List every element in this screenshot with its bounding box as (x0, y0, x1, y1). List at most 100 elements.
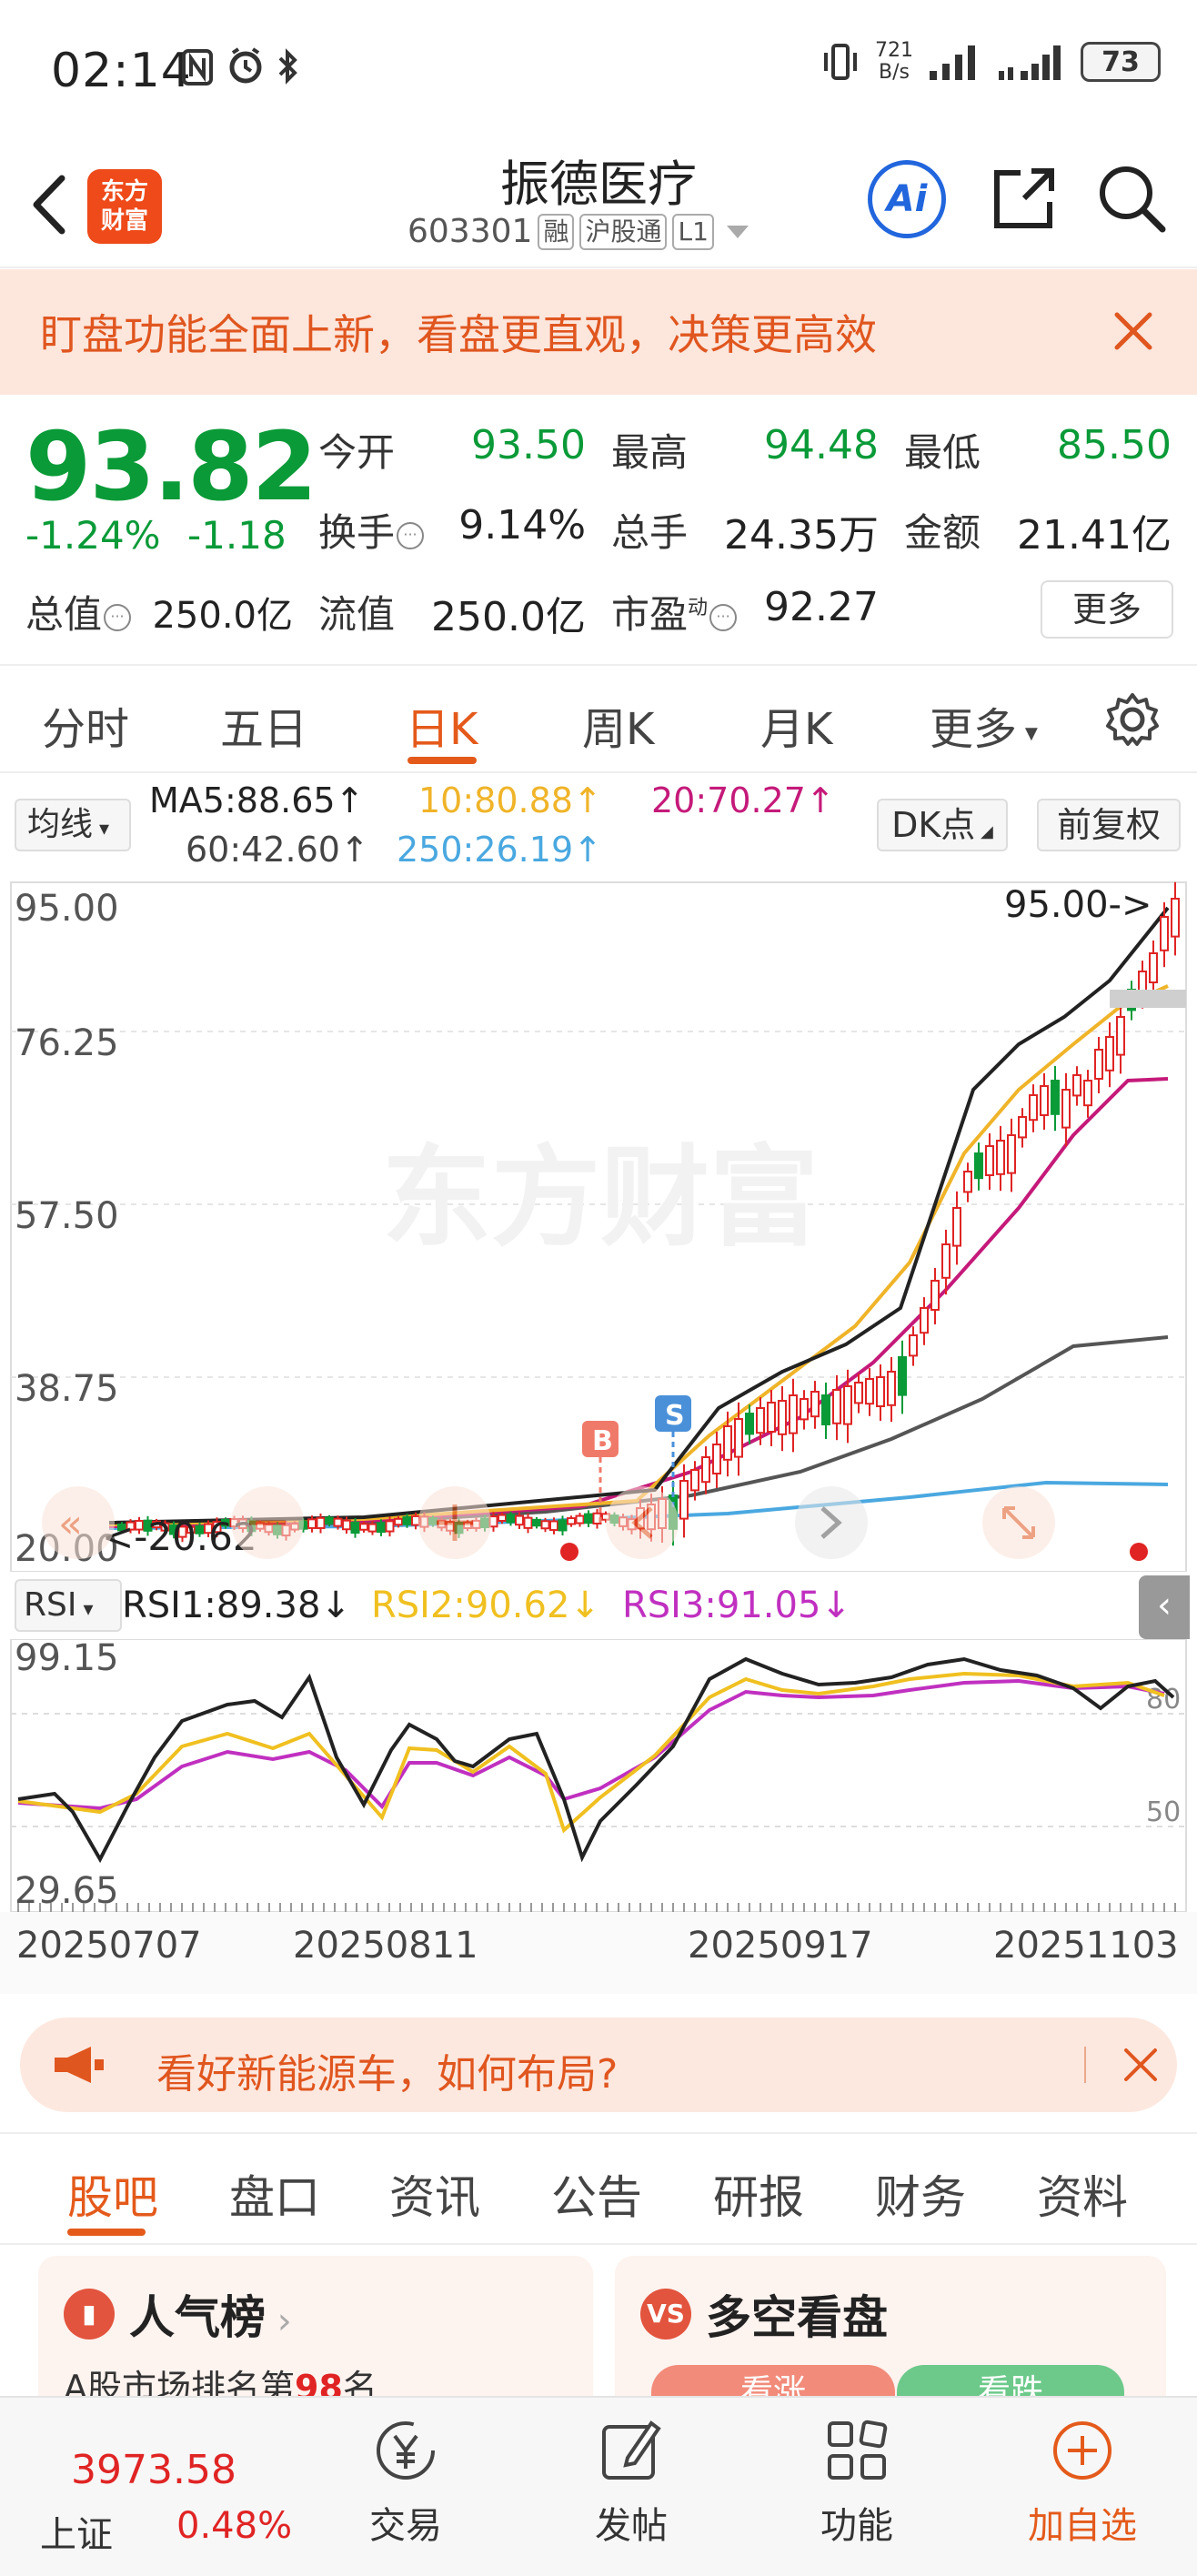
feature-banner[interactable]: 盯盘功能全面上新，看盘更直观，决策更高效 (0, 269, 1197, 395)
rsi-chart[interactable]: 99.15 29.65 80 50 (0, 1639, 1197, 1912)
share-icon[interactable] (988, 162, 1061, 235)
candle (1149, 952, 1158, 983)
info-icon[interactable]: ··· (104, 603, 132, 631)
buy-marker[interactable] (582, 1421, 619, 1457)
nav-add-watchlist[interactable]: 加自选 (1010, 2414, 1155, 2549)
candle (316, 1516, 326, 1529)
card-title: 人气榜 › (129, 2291, 292, 2344)
rsi2-line (17, 1671, 1165, 1834)
scroll-right-button[interactable] (795, 1486, 868, 1559)
ma10-value: 10:80.88↑ (418, 780, 602, 820)
stock-code-row[interactable]: 603301 融 沪股通 L1 (407, 213, 749, 250)
status-bar: 02:14 721 B/s 73 (0, 0, 1197, 136)
rsi1-value: RSI1:89.38↓ (122, 1585, 351, 1626)
tab-daily-k[interactable]: 日K (406, 704, 478, 755)
candle (712, 1444, 721, 1474)
tab-five-day[interactable]: 五日 (220, 704, 308, 755)
candle (143, 1519, 153, 1532)
ma5-value: MA5:88.65↑ (149, 780, 365, 820)
tab-research[interactable]: 研报 (713, 2171, 804, 2224)
candle (963, 1171, 972, 1193)
quote-panel: 93.82 -1.24% -1.18 今开 93.50 最高 94.48 最低 … (0, 395, 1197, 664)
back-arrow-icon[interactable] (25, 173, 71, 236)
signal-icon-2 (999, 45, 1061, 80)
nav-trade[interactable]: 交易 (333, 2414, 478, 2549)
ma60-value: 60:42.60↑ (186, 830, 369, 870)
svg-text:B: B (592, 1425, 613, 1457)
tab-profile[interactable]: 资料 (1037, 2171, 1128, 2224)
index-value[interactable]: 3973.58 (71, 2447, 236, 2493)
candle (532, 1518, 541, 1527)
candle (350, 1521, 360, 1535)
gear-icon[interactable] (1104, 691, 1161, 748)
forward-adjust-button[interactable]: 前复权 (1037, 799, 1181, 851)
event-dot[interactable] (560, 1543, 578, 1561)
candle (342, 1519, 351, 1531)
candle (212, 1521, 222, 1534)
more-quote-button[interactable]: 更多 (1041, 580, 1173, 639)
ma10-line (108, 984, 1169, 1526)
candle (1094, 1049, 1103, 1080)
candle (402, 1515, 412, 1525)
close-icon[interactable] (1121, 2045, 1161, 2085)
candle (1171, 898, 1180, 938)
candle (701, 1456, 710, 1484)
svg-text:50: 50 (1146, 1796, 1181, 1828)
y-label-2: 76.25 (15, 1022, 119, 1064)
tab-intraday[interactable]: 分时 (42, 704, 130, 755)
chevron-down-icon (726, 225, 749, 238)
app-logo[interactable]: 东方 财富 (87, 169, 162, 244)
nav-post[interactable]: 发帖 (558, 2414, 704, 2549)
status-time: 02:14 (51, 44, 192, 98)
scroll-left-fast-button[interactable] (42, 1486, 115, 1559)
close-icon[interactable] (1108, 306, 1159, 357)
sell-marker[interactable] (655, 1395, 691, 1432)
rsi-selector[interactable]: RSI ▾ (15, 1579, 122, 1632)
popularity-card[interactable]: ▮ 人气榜 › A股市场排名第98名 (38, 2256, 593, 2420)
open-label: 今开 (318, 430, 396, 475)
vibrate-icon (824, 44, 857, 80)
open-value: 93.50 (471, 422, 586, 468)
tab-more[interactable]: 更多 ▾ (930, 704, 1038, 755)
info-icon[interactable]: ··· (397, 521, 425, 549)
candle (974, 1152, 983, 1180)
candle (135, 1519, 144, 1531)
rsi1-line (17, 1656, 1175, 1864)
tab-monthly-k[interactable]: 月K (760, 704, 833, 755)
candle (996, 1140, 1005, 1175)
bar-chart-icon: ▮ (64, 2289, 115, 2340)
tab-news[interactable]: 资讯 (389, 2171, 480, 2224)
candle (506, 1514, 516, 1524)
tab-weekly-k[interactable]: 周K (582, 704, 655, 755)
nav-functions[interactable]: 功能 (784, 2414, 930, 2549)
change-percent: -1.24% (25, 513, 161, 558)
tab-announcements[interactable]: 公告 (551, 2171, 642, 2224)
pe-label: 市盈动 ··· (611, 584, 738, 639)
kline-chart[interactable]: 东方财富 95.00 76.25 57.50 38.75 20.00 95.00… (0, 880, 1197, 1572)
candle (876, 1376, 885, 1407)
ma-selector[interactable]: 均线 ▾ (15, 799, 131, 851)
collapse-panel-button[interactable]: ‹ (1139, 1575, 1190, 1639)
bull-bear-card[interactable]: VS 多空看盘 看涨 看跌 (615, 2256, 1166, 2420)
search-icon[interactable] (1095, 162, 1168, 235)
scroll-left-button[interactable] (606, 1486, 679, 1559)
tab-forum[interactable]: 股吧 (67, 2171, 158, 2224)
candle (1160, 916, 1169, 951)
battery-indicator: 73 (1081, 42, 1161, 82)
index-name[interactable]: 上证 (40, 2514, 113, 2556)
tab-financials[interactable]: 财务 (875, 2171, 966, 2224)
dk-point-button[interactable]: DK点 ◢ (877, 799, 1008, 851)
info-icon[interactable]: ··· (709, 603, 738, 631)
grid-icon (828, 2420, 888, 2480)
ai-button[interactable]: Ai (868, 160, 946, 238)
index-change[interactable]: 0.48% (176, 2505, 293, 2547)
y-label-3: 57.50 (15, 1195, 119, 1237)
candle (800, 1398, 809, 1421)
event-dot[interactable] (1130, 1543, 1148, 1561)
candle (359, 1523, 368, 1531)
tab-order-book[interactable]: 盘口 (229, 2171, 320, 2224)
candle (152, 1520, 161, 1529)
status-indicator-icons (182, 47, 318, 96)
promo-banner[interactable]: 看好新能源车，如何布局? (20, 2018, 1177, 2112)
candle (367, 1523, 377, 1533)
